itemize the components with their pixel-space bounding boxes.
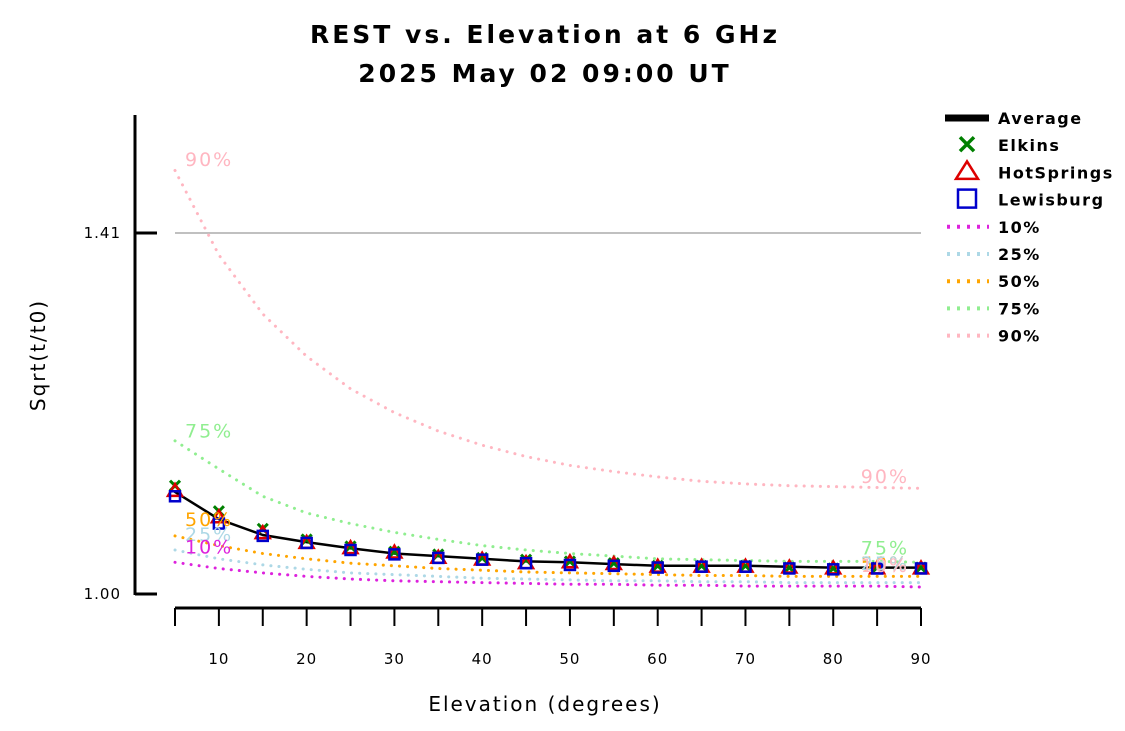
legend-item-10pct: 10% <box>947 218 1041 237</box>
series-layer <box>165 169 931 589</box>
series-90pct <box>173 169 923 490</box>
x-tick-label: 80 <box>823 650 844 668</box>
chart-subtitle: 2025 May 02 09:00 UT <box>358 59 731 88</box>
legend-label: 90% <box>998 327 1041 346</box>
marker-lewisburg <box>651 561 664 574</box>
marker-lewisburg <box>870 562 884 575</box>
series-75pct <box>173 439 923 564</box>
marker-lewisburg <box>432 551 445 565</box>
series-line-average <box>173 490 923 569</box>
legend-item-average: Average <box>945 109 1083 128</box>
x-tick-label: 20 <box>296 650 317 668</box>
chart-title: REST vs. Elevation at 6 GHz <box>310 20 780 49</box>
legend-item-lewisburg: Lewisburg <box>956 188 1105 210</box>
y-tick-label: 1.00 <box>84 585 121 603</box>
marker-lewisburg <box>212 517 226 530</box>
legend-item-hotsprings: HotSprings <box>953 159 1114 182</box>
x-tick-label: 60 <box>647 650 668 668</box>
marker-lewisburg <box>475 553 489 566</box>
y-tick-label: 1.41 <box>84 224 121 242</box>
legend-label: Average <box>998 109 1083 128</box>
series-50pct <box>173 534 923 578</box>
x-axis-label: Elevation (degrees) <box>428 692 661 716</box>
percentile-label-10pct: 10% <box>861 555 909 577</box>
marker-lewisburg <box>388 548 401 561</box>
marker-lewisburg <box>256 529 270 543</box>
percentile-label-25pct: 25% <box>185 524 233 546</box>
legend-item-25pct: 25% <box>947 245 1041 264</box>
series-10pct <box>173 560 923 589</box>
marker-lewisburg <box>563 558 577 572</box>
legend-label: 25% <box>998 245 1041 264</box>
legend-item-90pct: 90% <box>947 327 1041 346</box>
legend-label: Lewisburg <box>998 191 1105 210</box>
x-tick-label: 70 <box>735 650 756 668</box>
marker-hotsprings <box>165 481 185 498</box>
marker-lewisburg <box>739 560 752 573</box>
marker-lewisburg <box>344 543 357 557</box>
series-line-90pct <box>173 169 923 490</box>
marker-elkins <box>344 540 357 553</box>
marker-lewisburg <box>695 560 708 573</box>
legend-label: 10% <box>998 218 1041 237</box>
legend-swatch <box>956 188 978 209</box>
marker-elkins <box>563 555 577 568</box>
legend-label: HotSprings <box>998 163 1114 182</box>
percentile-label-90pct: 90% <box>185 149 233 171</box>
legend-item-50pct: 50% <box>947 272 1041 291</box>
percentile-label-50pct: 50% <box>185 509 233 531</box>
percentile-label-50pct: 50% <box>861 553 909 575</box>
legend: Average Elkins HotSprings Lewisburg 10% 25% 50… <box>945 109 1114 346</box>
series-line-25pct <box>173 548 923 585</box>
legend-label: Elkins <box>998 136 1060 155</box>
percentile-label-25pct: 25% <box>861 553 909 575</box>
series-average <box>173 490 923 569</box>
marker-hotsprings <box>209 507 229 524</box>
legend-label: 50% <box>998 272 1041 291</box>
x-tick-label: 10 <box>208 650 229 668</box>
marker-hotsprings <box>385 543 404 559</box>
series-elkins <box>168 479 928 575</box>
x-stroke <box>344 540 357 553</box>
legend-item-elkins: Elkins <box>958 135 1060 155</box>
marker-lewisburg <box>168 490 182 503</box>
series-line-75pct <box>173 439 923 564</box>
percentile-label-90pct: 90% <box>861 466 909 488</box>
x-stroke <box>563 555 577 568</box>
x-tick-label: 30 <box>384 650 405 668</box>
x-tick-label: 90 <box>910 650 931 668</box>
percentile-label-layer: 90%75%50%25%10%90%75%50%25%10% <box>185 149 909 577</box>
marker-lewisburg <box>519 556 533 570</box>
marker-lewisburg <box>826 563 840 576</box>
series-line-10pct <box>173 560 923 589</box>
marker-hotsprings <box>560 552 580 569</box>
percentile-label-75pct: 75% <box>185 420 233 442</box>
series-line-50pct <box>173 534 923 578</box>
series-hotsprings <box>165 481 931 575</box>
series-lewisburg <box>168 490 928 576</box>
series-25pct <box>173 548 923 585</box>
x-tick-label: 40 <box>472 650 493 668</box>
marker-hotsprings <box>604 554 624 571</box>
marker-lewisburg <box>607 559 621 573</box>
legend-swatch <box>958 135 976 153</box>
percentile-label-75pct: 75% <box>861 537 909 559</box>
y-axis-label: Sqrt(t/t0) <box>26 299 50 411</box>
marker-hotsprings <box>341 538 360 555</box>
legend-swatch <box>953 159 981 181</box>
legend-label: 75% <box>998 299 1041 318</box>
percentile-label-10pct: 10% <box>185 536 233 558</box>
legend-item-75pct: 75% <box>947 299 1041 318</box>
marker-lewisburg <box>783 562 796 575</box>
axes-layer: 1.00 1.41 10 20 30 40 50 60 70 80 90 <box>84 115 931 668</box>
marker-lewisburg <box>300 536 313 550</box>
marker-lewisburg <box>914 562 928 575</box>
marker-hotsprings <box>253 523 272 540</box>
x-tick-label: 50 <box>559 650 580 668</box>
